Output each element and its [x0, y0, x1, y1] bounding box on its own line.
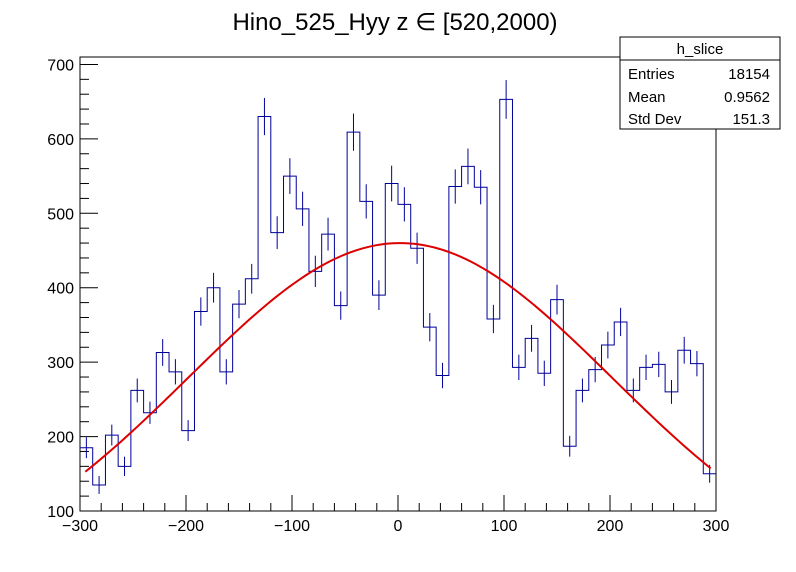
x-tick-label: 300 [703, 518, 730, 535]
x-axis: −300 −200 −100 0 100 200 300 [62, 495, 729, 535]
histogram-bin [500, 99, 513, 511]
y-tick-label: 700 [47, 57, 74, 74]
histogram-bin [614, 322, 627, 511]
histogram-bin [373, 295, 386, 511]
histogram-bin [576, 390, 589, 511]
histogram-bin [131, 390, 144, 511]
histogram-bin [398, 204, 411, 511]
histogram-bin [691, 364, 704, 511]
histogram-bin [258, 117, 271, 511]
histogram-bin [284, 176, 297, 511]
histogram-bin [182, 431, 195, 511]
y-tick-label: 500 [47, 206, 74, 223]
histogram-bin [385, 184, 398, 511]
x-tick-label: 0 [394, 518, 403, 535]
x-tick-label: −100 [274, 518, 310, 535]
stats-entries-label: Entries [628, 66, 675, 83]
histogram-bin [423, 327, 436, 511]
histogram-bin [652, 364, 665, 511]
y-tick-label: 100 [47, 504, 74, 521]
histogram-bin [474, 187, 487, 511]
fit-curve-group [84, 242, 712, 473]
histogram-bin [169, 372, 182, 511]
histogram-bin [156, 352, 169, 511]
histogram-bin [487, 319, 500, 511]
y-tick-label: 300 [47, 355, 74, 372]
histogram-bin [525, 338, 538, 511]
stats-box: h_slice Entries 18154 Mean 0.9562 Std De… [619, 36, 781, 130]
stats-stddev-label: Std Dev [628, 111, 682, 128]
error-bars [85, 80, 711, 494]
histogram-bin [194, 312, 207, 511]
y-tick-label: 600 [47, 132, 74, 149]
histogram-bin [627, 390, 640, 511]
histogram-bin [144, 413, 157, 511]
histogram-bin [436, 376, 449, 511]
histogram-bin [347, 132, 360, 511]
stats-mean-value: 0.9562 [724, 89, 770, 106]
chart-title: Hino_525_Hyy z ∈ [520,2000) [232, 9, 557, 36]
histogram-bin [551, 300, 564, 511]
x-tick-label: 200 [597, 518, 624, 535]
y-axis: 100 200 300 400 500 600 700 [47, 57, 98, 521]
histogram-bin [665, 392, 678, 511]
histogram-bin [449, 187, 462, 511]
stats-mean-label: Mean [628, 89, 666, 106]
stats-box-title: h_slice [677, 41, 724, 58]
stats-box-frame [619, 36, 781, 130]
histogram-bin [309, 271, 322, 511]
x-tick-label: 100 [491, 518, 518, 535]
stats-stddev-value: 151.3 [732, 111, 770, 128]
histogram-bin [640, 367, 653, 511]
histogram-bin [411, 248, 424, 511]
histogram-bin [322, 234, 335, 511]
histogram-bin [678, 350, 691, 511]
histogram-bin [512, 367, 525, 511]
histogram-bin [220, 372, 233, 511]
y-tick-label: 400 [47, 281, 74, 298]
histogram-bin [589, 370, 602, 511]
histogram-bin [462, 166, 475, 511]
histogram-bin [296, 209, 309, 511]
x-tick-label: −300 [62, 518, 98, 535]
histogram-bin [271, 233, 284, 511]
histogram-bin [538, 373, 551, 511]
stats-entries-value: 18154 [728, 66, 770, 83]
gaussian-fit-curve [84, 242, 712, 473]
histogram-bin [207, 288, 220, 511]
histogram-series [80, 98, 716, 511]
histogram-bin [334, 306, 347, 511]
histogram-bin [233, 304, 246, 511]
y-tick-label: 200 [47, 430, 74, 447]
x-tick-label: −200 [168, 518, 204, 535]
